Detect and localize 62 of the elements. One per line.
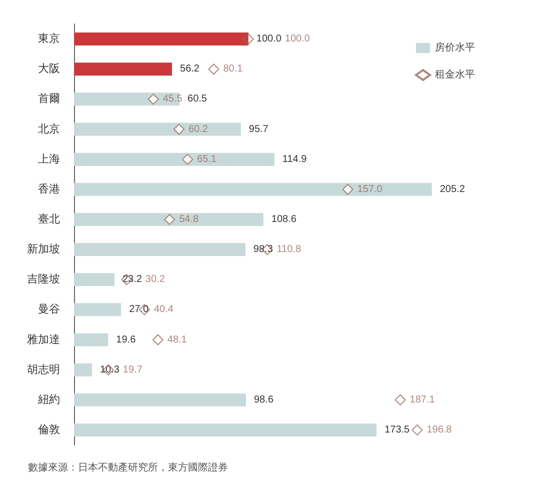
- data-label: 80.1: [223, 64, 244, 75]
- data-label: 196.8: [426, 424, 452, 436]
- data-label: 108.6: [271, 214, 297, 225]
- y-tick-label: 倫敦: [38, 422, 60, 436]
- y-tick-label: 紐約: [37, 394, 60, 406]
- y-tick-label: 大阪: [38, 62, 60, 76]
- legend-label: 租金水平: [435, 68, 475, 80]
- y-tick-label: 北京: [38, 122, 60, 136]
- data-label: 98.6: [254, 394, 274, 406]
- data-label: 100.0: [284, 34, 310, 45]
- data-label: 60.5: [188, 94, 208, 105]
- data-label: 187.1: [410, 394, 436, 406]
- point: [148, 94, 159, 105]
- y-tick-label: 曼谷: [38, 304, 60, 316]
- bar: [74, 393, 246, 406]
- data-label: 100.0: [256, 34, 282, 45]
- bar: [74, 32, 248, 46]
- point: [182, 154, 194, 165]
- data-label: 45.5: [162, 94, 183, 105]
- bar: [74, 62, 172, 76]
- data-label: 48.1: [167, 334, 188, 346]
- y-tick-label: 臺北: [38, 212, 60, 226]
- y-tick-label: 上海: [38, 152, 60, 166]
- point: [208, 64, 220, 75]
- data-label: 56.2: [180, 64, 200, 75]
- data-label: 110.8: [276, 244, 302, 256]
- data-label: 114.9: [282, 154, 308, 165]
- data-label: 95.7: [248, 124, 269, 135]
- bar: [74, 273, 114, 286]
- y-tick-label: 胡志明: [27, 362, 60, 376]
- bar: [74, 333, 108, 346]
- y-tick-label: 新加坡: [27, 242, 60, 256]
- bar: [74, 92, 180, 106]
- y-tick-label: 東京: [38, 32, 60, 46]
- y-tick-label: 香港: [38, 182, 60, 196]
- legend-label: 房价水平: [435, 42, 475, 54]
- point: [342, 184, 354, 195]
- bar: [74, 152, 274, 166]
- bar: [74, 212, 264, 226]
- point: [242, 34, 254, 45]
- data-label: 173.5: [384, 424, 410, 436]
- data-label: 60.2: [188, 124, 208, 135]
- bar: [74, 423, 377, 436]
- data-label: 205.2: [440, 184, 466, 195]
- data-label: 157.0: [357, 184, 383, 195]
- bar: [74, 122, 241, 136]
- data-label: 65.1: [197, 154, 217, 165]
- text: 數據來源：日本不動產研究所，東方國際證券: [28, 462, 228, 474]
- data-label: 19.7: [122, 364, 143, 376]
- bar: [74, 243, 246, 256]
- point: [173, 124, 184, 135]
- y-tick-label: 雅加達: [27, 332, 60, 346]
- bar: [74, 182, 432, 196]
- bar: [74, 303, 122, 316]
- bar: [74, 363, 92, 376]
- data-label: 54.8: [179, 214, 199, 225]
- y-tick-label: 吉隆坡: [27, 272, 60, 286]
- point: [164, 214, 176, 225]
- data-label: 40.4: [154, 304, 174, 316]
- data-label: 30.2: [145, 274, 166, 286]
- y-tick-label: 首爾: [38, 93, 60, 106]
- data-label: 19.6: [116, 334, 136, 346]
